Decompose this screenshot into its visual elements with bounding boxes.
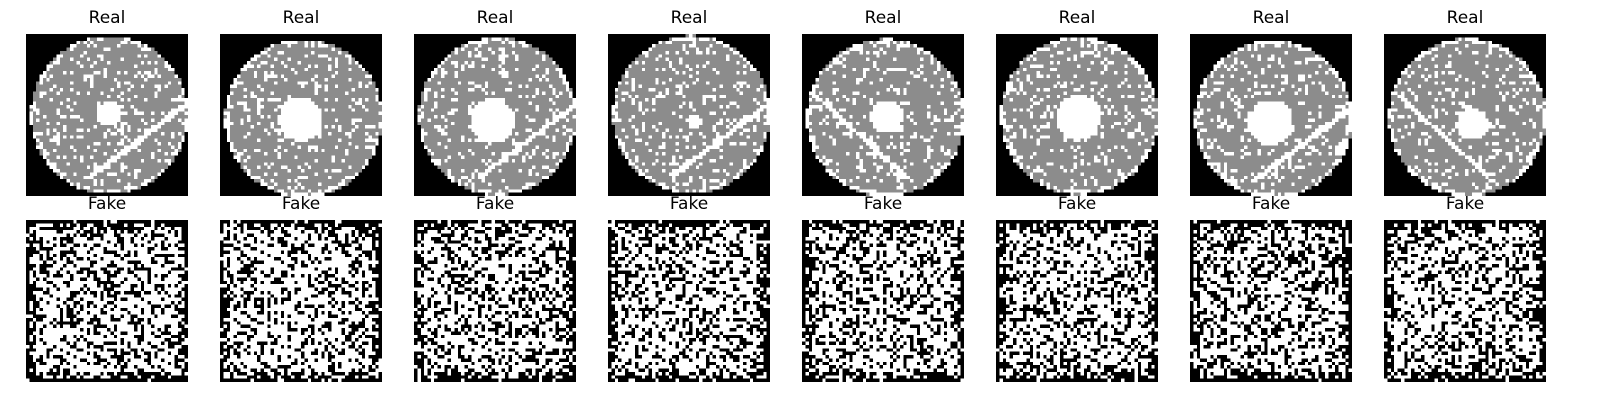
fake-image-5 [802, 220, 964, 382]
real-panel-title: Real [864, 8, 902, 28]
fake-panel-title: Fake [1251, 194, 1291, 214]
real-panel-title: Real [1252, 8, 1290, 28]
fake-panel-title: Fake [475, 194, 515, 214]
real-panel-title: Real [282, 8, 320, 28]
real-panel-title: Real [670, 8, 708, 28]
fake-image-3 [414, 220, 576, 382]
fake-image-7 [1190, 220, 1352, 382]
real-image-4 [608, 34, 770, 196]
real-image-5 [802, 34, 964, 196]
real-image-3 [414, 34, 576, 196]
fake-panel-title: Fake [1445, 194, 1485, 214]
real-image-8 [1384, 34, 1546, 196]
real-panel-title: Real [476, 8, 514, 28]
real-image-6 [996, 34, 1158, 196]
fake-panel-title: Fake [87, 194, 127, 214]
real-image-2 [220, 34, 382, 196]
real-panel-title: Real [1446, 8, 1484, 28]
fake-image-2 [220, 220, 382, 382]
real-panel-title: Real [88, 8, 126, 28]
fake-image-4 [608, 220, 770, 382]
fake-panel-title: Fake [669, 194, 709, 214]
fake-image-1 [26, 220, 188, 382]
real-image-1 [26, 34, 188, 196]
real-image-7 [1190, 34, 1352, 196]
fake-image-6 [996, 220, 1158, 382]
fake-panel-title: Fake [281, 194, 321, 214]
real-panel-title: Real [1058, 8, 1096, 28]
fake-panel-title: Fake [863, 194, 903, 214]
fake-image-8 [1384, 220, 1546, 382]
fake-panel-title: Fake [1057, 194, 1097, 214]
